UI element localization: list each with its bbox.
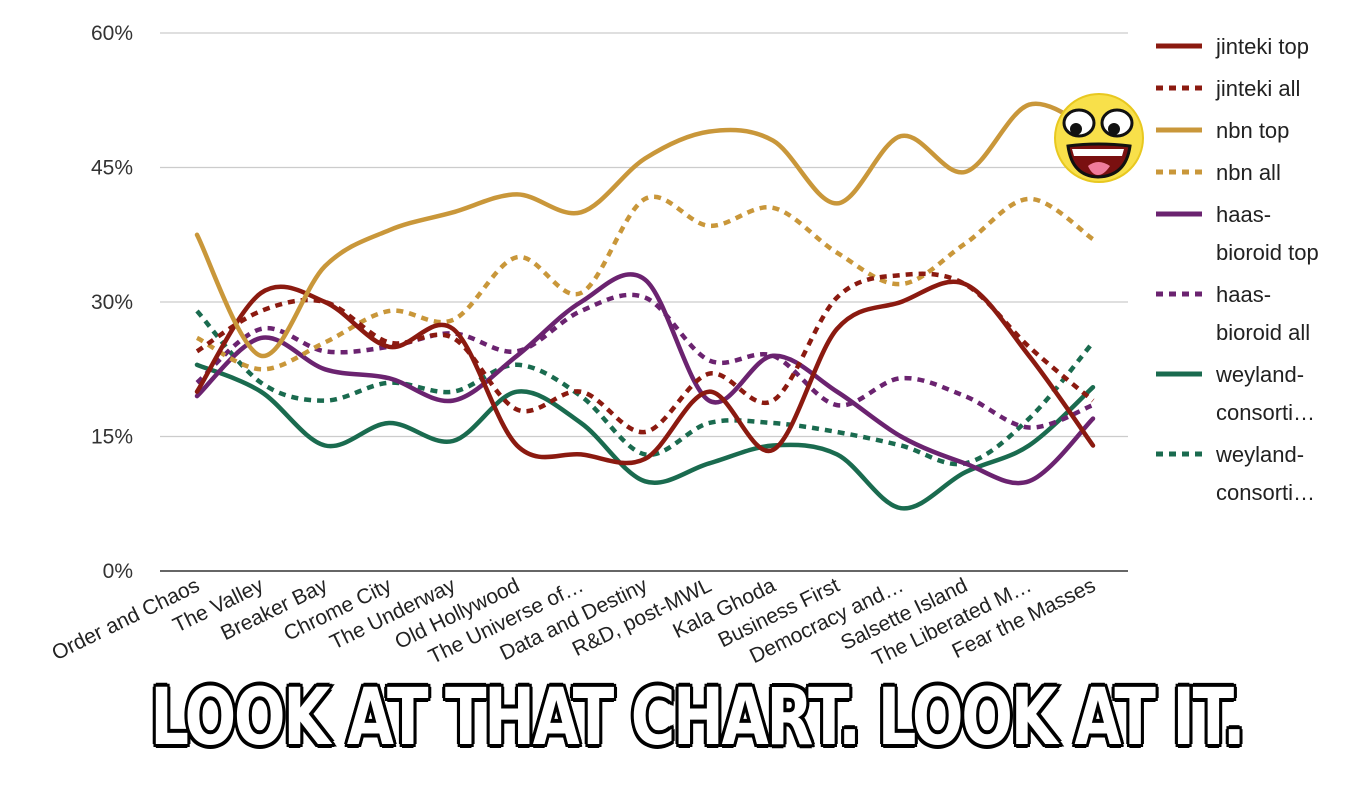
- legend-label: haas-: [1216, 202, 1271, 227]
- legend-label: consorti…: [1216, 480, 1315, 505]
- legend-label: bioroid top: [1216, 240, 1319, 265]
- legend-label: weyland-: [1215, 442, 1304, 467]
- legend-label: jinteki all: [1215, 76, 1300, 101]
- y-tick-label: 60%: [91, 22, 133, 45]
- meme-caption: LOOK AT THAT CHART. LOOK AT IT.: [148, 671, 1247, 766]
- legend-label: jinteki top: [1215, 34, 1309, 59]
- series-line-weyland-consortium-top: [194, 362, 1096, 511]
- series-line-weyland-consortium-all: [195, 309, 1095, 467]
- y-axis-ticks: 0% 15% 30% 45% 60%: [91, 22, 133, 583]
- series-line-haas-bioroid-top: [194, 272, 1096, 486]
- legend-label: haas-: [1216, 282, 1271, 307]
- y-tick-label: 15%: [91, 426, 133, 449]
- y-tick-label: 0%: [103, 560, 133, 583]
- legend-label: nbn all: [1216, 160, 1281, 185]
- legend-label: consorti…: [1216, 400, 1315, 425]
- series-line-haas-bioroid-all: [195, 292, 1094, 430]
- legend-label: bioroid all: [1216, 320, 1310, 345]
- y-tick-label: 30%: [91, 291, 133, 314]
- series-lines: [194, 101, 1096, 511]
- legend-label: nbn top: [1216, 118, 1289, 143]
- legend: jinteki top jinteki all nbn top nbn all haas…: [1156, 34, 1319, 505]
- series-line-jinteki-top: [194, 279, 1096, 466]
- series-line-nbn-top: [194, 101, 1096, 359]
- series-line-nbn-all: [195, 194, 1095, 372]
- y-tick-label: 45%: [91, 157, 133, 180]
- series-line-jinteki-all: [195, 271, 1095, 435]
- awesome-smiley-icon: [1054, 93, 1144, 183]
- legend-label: weyland-: [1215, 362, 1304, 387]
